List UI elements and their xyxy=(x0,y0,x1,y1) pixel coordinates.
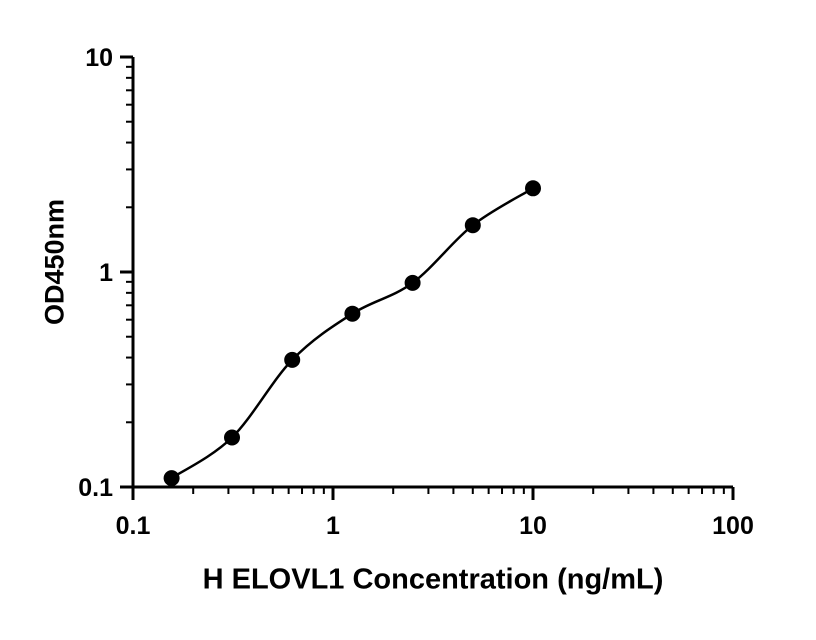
y-tick-label: 10 xyxy=(85,44,113,72)
y-tick-label: 1 xyxy=(99,259,113,287)
x-tick-label: 100 xyxy=(712,512,754,540)
data-point xyxy=(404,274,421,291)
y-tick-label: 0.1 xyxy=(78,474,113,502)
y-axis-title: OD450nm xyxy=(39,198,70,326)
x-tick-label: 0.1 xyxy=(116,512,151,540)
data-point xyxy=(224,429,240,446)
data-point xyxy=(344,305,361,322)
x-tick-label: 10 xyxy=(519,512,547,540)
data-point xyxy=(525,180,541,197)
x-tick-label: 1 xyxy=(326,512,340,540)
data-point xyxy=(284,351,301,368)
data-point xyxy=(464,217,481,234)
data-point xyxy=(163,470,180,487)
x-axis-title: H ELOVL1 Concentration (ng/mL) xyxy=(202,563,664,596)
